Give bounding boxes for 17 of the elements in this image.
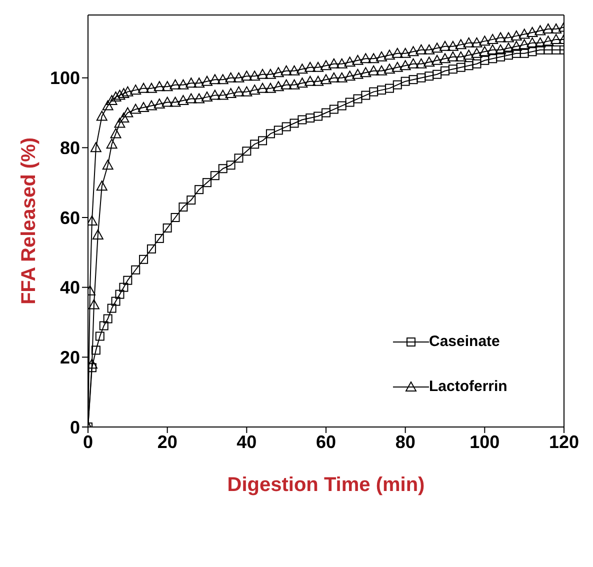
x-tick-label: 40	[236, 432, 257, 452]
x-tick-label: 0	[82, 432, 94, 452]
y-tick-label: 0	[70, 417, 80, 438]
y-tick-label: 60	[60, 208, 80, 228]
x-tick-label: 20	[157, 432, 178, 452]
y-tick-label: 20	[60, 348, 80, 368]
x-axis-title: Digestion Time (min)	[227, 474, 425, 496]
y-tick-label: 40	[60, 278, 80, 298]
x-tick-label: 100	[470, 432, 500, 452]
legend-label: Lactoferrin	[429, 378, 508, 395]
y-axis-title: FFA Released (%)	[18, 137, 40, 305]
legend-label: Caseinate	[429, 333, 500, 350]
y-tick-label: 100	[50, 68, 80, 88]
x-tick-label: 60	[316, 432, 336, 452]
x-tick-label: 120	[548, 432, 580, 452]
x-tick-label: 80	[395, 432, 416, 452]
y-tick-label: 80	[60, 138, 80, 158]
